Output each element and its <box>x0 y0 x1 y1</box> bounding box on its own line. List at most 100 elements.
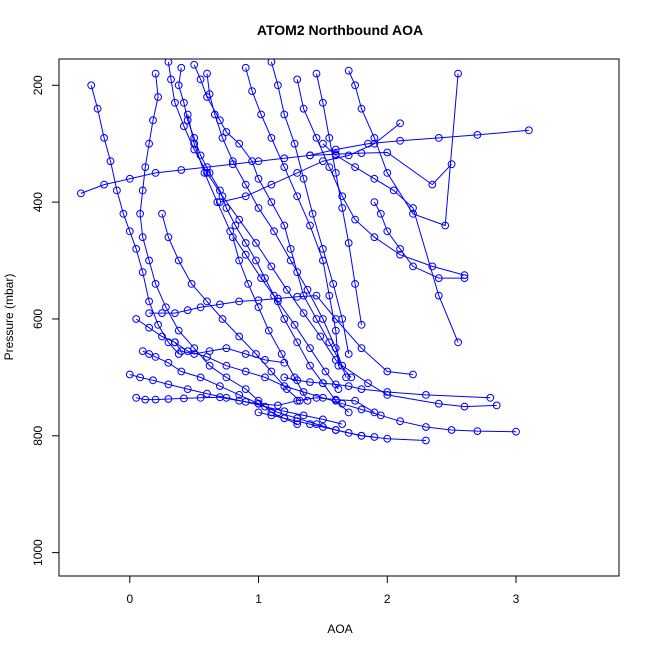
y-tick-label: 400 <box>31 192 45 212</box>
data-point <box>162 303 170 312</box>
data-point <box>132 393 141 402</box>
data-point <box>280 110 289 119</box>
series-21-line <box>187 114 339 390</box>
series-10-line <box>270 61 350 355</box>
data-point <box>138 347 147 356</box>
y-axis-label: Pressure (mbar) <box>2 274 16 361</box>
data-point <box>180 98 188 107</box>
data-point <box>151 169 160 177</box>
data-point <box>216 382 224 391</box>
data-point <box>171 309 179 318</box>
data-point <box>290 373 299 382</box>
data-point <box>357 104 366 113</box>
data-point <box>376 209 385 218</box>
data-point <box>274 297 282 306</box>
series-23-line <box>348 70 459 227</box>
data-point <box>267 367 276 376</box>
data-point <box>383 148 392 157</box>
data-point <box>331 426 340 434</box>
data-point <box>351 280 360 288</box>
series-1 <box>190 60 501 411</box>
data-point <box>267 180 276 189</box>
data-point <box>347 373 356 382</box>
series-20-line <box>284 376 491 399</box>
series-8 <box>203 69 351 382</box>
data-point <box>338 192 347 201</box>
data-point <box>434 291 443 300</box>
data-point <box>87 81 96 90</box>
data-point <box>228 233 237 242</box>
data-point <box>383 367 392 376</box>
data-point <box>364 379 372 388</box>
data-point <box>205 90 214 98</box>
series-23 <box>344 66 463 230</box>
data-point <box>254 303 263 312</box>
data-point <box>222 373 231 382</box>
data-point <box>257 274 266 283</box>
data-point <box>252 239 260 247</box>
data-point <box>319 415 327 424</box>
data-point <box>216 198 224 207</box>
data-point <box>364 139 372 148</box>
data-point <box>389 186 398 195</box>
data-point <box>325 291 334 300</box>
data-point <box>264 326 273 335</box>
series-3-line <box>139 73 298 425</box>
data-point <box>473 427 482 436</box>
data-point <box>136 373 145 382</box>
data-point <box>154 93 163 101</box>
data-point <box>141 163 150 172</box>
data-point <box>492 401 501 410</box>
series-26 <box>370 198 469 283</box>
series-5 <box>132 315 520 436</box>
data-point <box>254 174 263 183</box>
data-point <box>306 420 314 429</box>
data-point <box>434 274 443 283</box>
data-point <box>274 401 282 410</box>
data-point <box>331 326 340 335</box>
series-27 <box>171 338 289 367</box>
series-5-line <box>135 318 517 433</box>
series-22 <box>158 209 304 405</box>
data-point <box>286 245 295 253</box>
data-point <box>177 367 186 376</box>
data-point <box>383 434 392 443</box>
data-point <box>319 139 327 148</box>
data-point <box>422 436 430 445</box>
series-9-line <box>245 67 339 366</box>
data-point <box>196 75 205 84</box>
data-point <box>235 332 244 341</box>
series-11 <box>293 75 469 280</box>
data-point <box>512 427 520 436</box>
data-point <box>396 119 405 128</box>
x-tick-label: 1 <box>255 592 262 606</box>
data-point <box>473 131 482 139</box>
data-point <box>261 402 269 411</box>
data-point <box>325 134 334 142</box>
data-point <box>218 134 227 142</box>
data-point <box>280 414 289 423</box>
data-point <box>396 245 405 253</box>
data-point <box>329 280 338 288</box>
data-point <box>344 429 353 437</box>
data-point <box>441 221 450 230</box>
data-point <box>319 157 327 166</box>
data-point <box>370 134 379 142</box>
data-point <box>267 59 276 66</box>
data-point <box>454 338 463 347</box>
data-point <box>286 256 295 265</box>
data-point <box>293 396 302 405</box>
data-point <box>228 160 237 169</box>
data-point <box>158 309 166 318</box>
series-16 <box>145 291 417 379</box>
data-point <box>319 98 327 107</box>
data-point <box>370 233 379 242</box>
data-point <box>235 215 244 224</box>
y-tick-label: 1000 <box>31 539 45 566</box>
data-point <box>299 174 308 183</box>
data-point <box>222 361 231 370</box>
data-point <box>125 227 134 236</box>
data-point <box>267 198 276 207</box>
data-point <box>235 391 244 399</box>
data-point <box>331 169 340 177</box>
